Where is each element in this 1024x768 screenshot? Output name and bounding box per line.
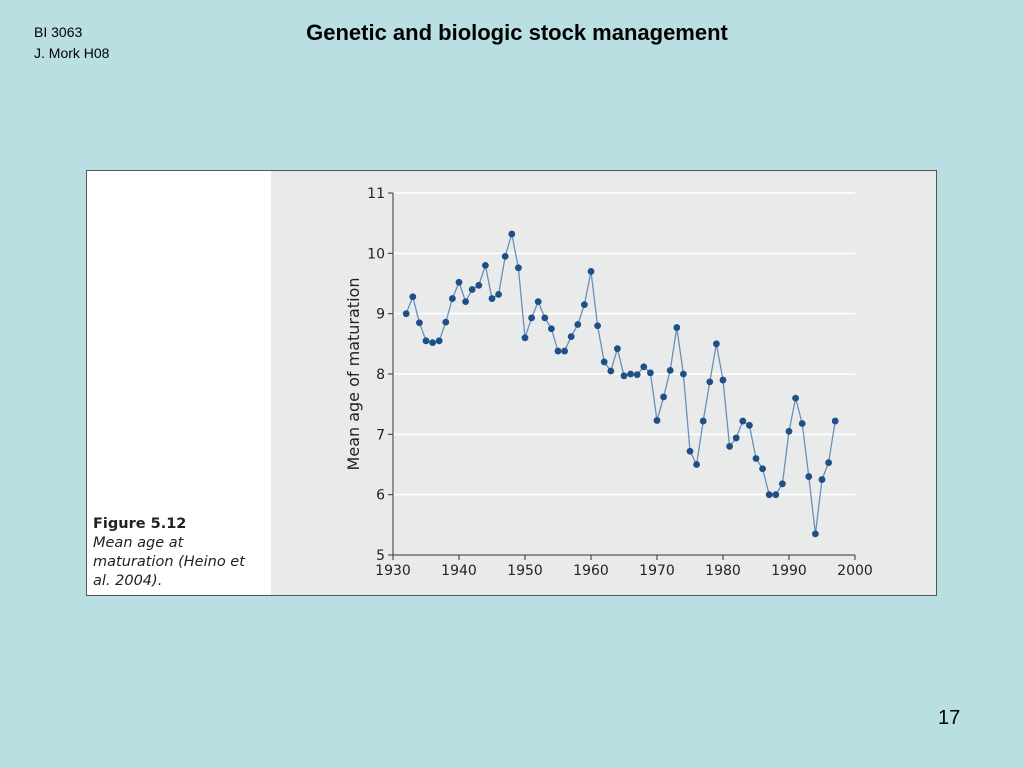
data-point: [607, 367, 615, 375]
data-point: [653, 417, 661, 424]
data-point: [785, 427, 793, 435]
data-point: [620, 372, 628, 380]
data-point: [508, 230, 516, 238]
data-point: [726, 443, 733, 450]
data-point: [554, 347, 562, 355]
data-point: [528, 314, 535, 322]
data-point: [600, 358, 608, 366]
data-point: [475, 281, 483, 289]
x-tick-label: 1960: [573, 563, 609, 579]
data-point: [587, 268, 595, 275]
course-info: BI 3063 J. Mork H08: [34, 22, 109, 64]
data-point: [402, 310, 410, 318]
data-point: [501, 252, 509, 260]
data-point: [541, 314, 549, 322]
data-point: [739, 417, 747, 425]
data-point: [548, 325, 555, 333]
slide-title: Genetic and biologic stock management: [306, 20, 728, 45]
x-tick-label: 1990: [771, 563, 807, 579]
data-point: [574, 321, 582, 328]
data-point: [561, 347, 568, 355]
y-tick-label: 7: [376, 427, 385, 443]
data-point: [482, 262, 489, 269]
data-point: [647, 369, 654, 377]
data-point: [706, 378, 714, 386]
data-point: [759, 465, 766, 473]
data-point: [660, 393, 667, 401]
x-tick-label: 1970: [639, 563, 675, 579]
x-tick-label: 1980: [705, 563, 741, 579]
data-point: [680, 370, 687, 378]
data-point: [495, 290, 502, 298]
page-number: 17: [938, 707, 961, 729]
course-code: BI 3063: [34, 24, 83, 40]
figure-panel: Figure 5.12 Mean age at maturation (Hein…: [86, 170, 937, 596]
series-line: [405, 233, 836, 534]
y-tick-label: 9: [376, 307, 385, 323]
data-point: [640, 363, 648, 371]
x-tick-label: 2000: [837, 563, 873, 579]
data-point: [825, 459, 832, 467]
maturation-chart: 5 6 7 8 9 10 11 1930 1940 1950 1960 1970 1980 1990 200…: [344, 186, 873, 579]
data-point: [699, 417, 707, 425]
data-point: [422, 337, 430, 345]
data-point: [567, 333, 575, 340]
data-point: [515, 264, 522, 272]
data-point: [442, 318, 450, 326]
figure-caption-text: Mean age at maturation (Heino et al. 200…: [93, 535, 245, 589]
y-tick-label: 11: [367, 186, 385, 202]
data-point: [719, 376, 727, 384]
data-point: [666, 366, 674, 374]
data-point: [449, 295, 456, 302]
data-point: [409, 293, 417, 301]
data-point: [812, 530, 819, 538]
data-point: [713, 340, 720, 348]
data-point: [627, 370, 634, 378]
data-point: [594, 322, 601, 330]
data-point: [673, 324, 681, 331]
data-point: [772, 491, 780, 499]
course-author: J. Mork H08: [34, 45, 110, 61]
y-tick-label: 8: [376, 367, 385, 383]
data-point: [752, 455, 760, 462]
chart-background: [271, 171, 936, 595]
data-point: [521, 334, 529, 342]
data-point: [818, 476, 826, 483]
data-point: [792, 394, 799, 402]
data-point: [779, 480, 786, 488]
data-point: [614, 345, 621, 353]
data-point: [429, 339, 436, 347]
data-point: [534, 298, 542, 305]
data-point: [435, 337, 443, 345]
data-point: [468, 286, 476, 293]
y-tick-label: 10: [367, 246, 385, 262]
data-point: [831, 417, 839, 425]
data-point: [732, 434, 740, 442]
y-tick-label: 5: [376, 548, 385, 564]
data-point: [455, 278, 463, 286]
data-point: [416, 319, 423, 327]
data-point: [488, 295, 496, 302]
data-point: [746, 421, 753, 429]
x-tick-label: 1930: [375, 563, 411, 579]
y-axis-label: Mean age of maturation: [344, 278, 363, 471]
x-tick-label: 1940: [441, 563, 477, 579]
x-tick-label: 1950: [507, 563, 543, 579]
data-point: [693, 461, 700, 468]
data-point: [805, 473, 813, 480]
data-point: [633, 371, 641, 379]
data-point: [462, 298, 469, 305]
data-point: [765, 491, 773, 499]
y-tick-label: 6: [376, 488, 385, 504]
figure-caption: Figure 5.12 Mean age at maturation (Hein…: [93, 515, 263, 591]
data-point: [686, 447, 694, 455]
data-point: [798, 420, 806, 427]
data-point: [581, 301, 588, 309]
figure-label: Figure 5.12: [93, 516, 187, 532]
